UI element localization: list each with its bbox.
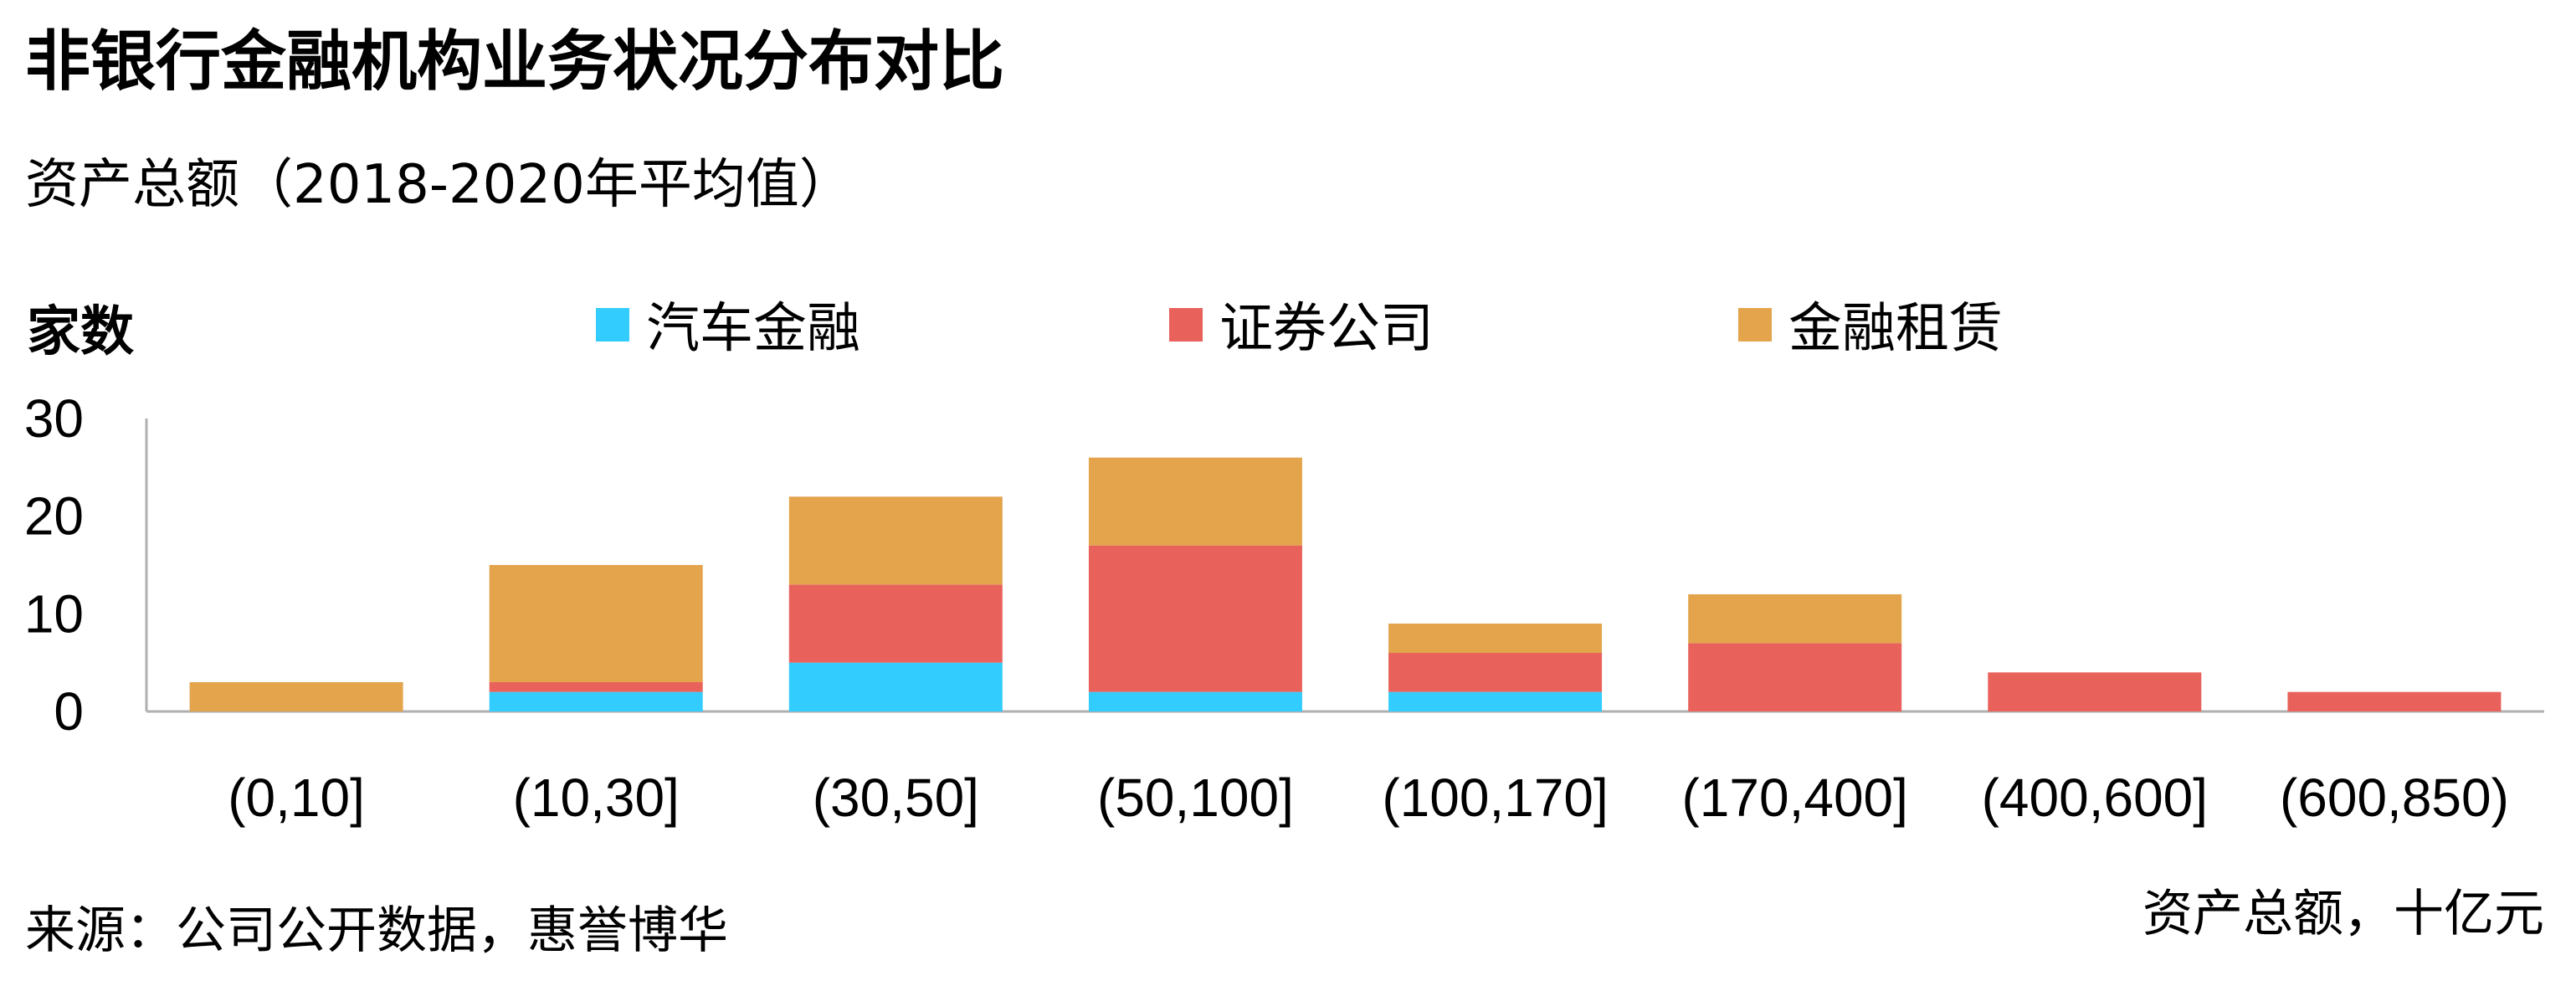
bar-segment [1388,691,1603,711]
bar-segment [1088,457,1302,546]
y-axis-label: 家数 [27,301,134,363]
bar-segment [788,496,1003,585]
legend-label: 汽车金融 [646,298,860,360]
source-note: 来源：公司公开数据，惠誉博华 [25,901,728,960]
bar-segment [1388,624,1603,653]
x-category-label: (100,170] [1382,768,1608,828]
legend-label: 证券公司 [1219,298,1434,360]
x-category-label: (30,50] [813,768,979,828]
bar-segment [1088,545,1302,692]
y-tick-label: 0 [54,681,84,742]
y-tick-label: 10 [24,583,84,644]
x-axis-categories: (0,10] (10,30] (30,50] (50,100] (100,170] (17… [228,768,2509,828]
bar-segment [1388,653,1603,692]
x-category-label: (170,400] [1681,768,1907,828]
y-axis-ticks: 0 10 20 30 [24,388,84,742]
legend-swatch [1738,308,1772,342]
legend-label: 金融租赁 [1788,298,2003,360]
bar-segment [1088,691,1302,711]
x-category-label: (0,10] [228,768,365,828]
bar-segment [1688,643,1902,711]
bar-segment [489,682,703,692]
legend-swatch [1169,308,1203,342]
bar-segment [788,662,1003,711]
y-tick-label: 30 [24,388,84,449]
legend-swatch [596,308,629,342]
legend: 汽车金融 证券公司 金融租赁 [596,298,2003,360]
x-category-label: (50,100] [1097,768,1294,828]
bar-segment [1688,594,1902,644]
bar-segment [489,691,703,711]
x-category-label: (10,30] [513,768,680,828]
bar-segment [189,682,403,711]
bar-segment [1988,672,2202,711]
chart-title: 非银行金融机构业务状况分布对比 [25,24,1004,100]
y-tick-label: 20 [24,486,84,547]
bars [189,457,2502,711]
bar-segment [2287,691,2502,711]
chart-subtitle: 资产总额（2018-2020年平均值） [25,154,853,216]
x-category-label: (400,600] [1982,768,2208,828]
x-axis-label: 资产总额，十亿元 [2142,885,2544,943]
bar-segment [489,565,703,682]
bar-segment [788,584,1003,663]
x-category-label: (600,850) [2280,768,2509,828]
